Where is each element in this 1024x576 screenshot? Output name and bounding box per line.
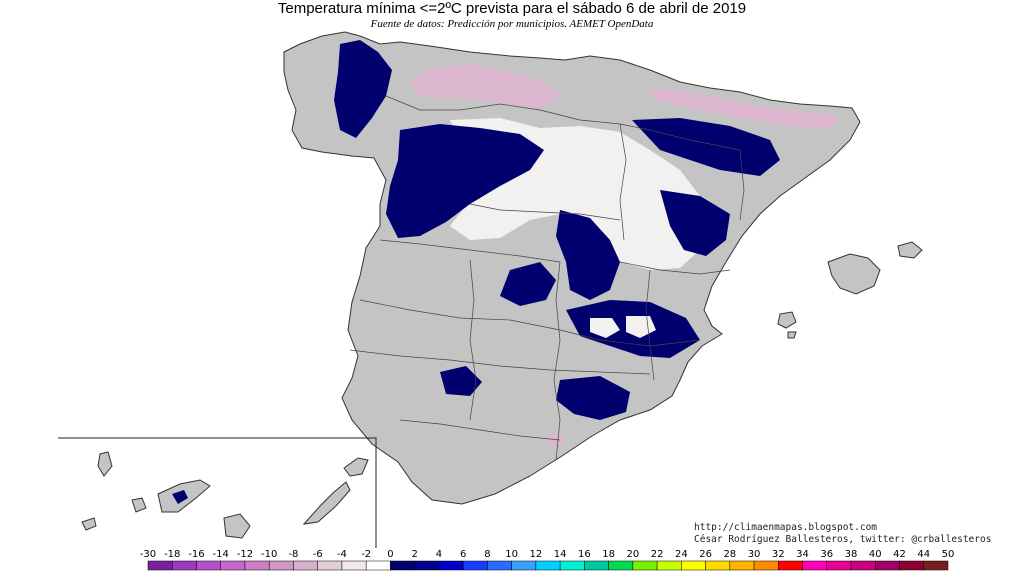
legend-tick-label: 18 bbox=[602, 549, 615, 560]
legend-tick-label: 22 bbox=[651, 549, 664, 560]
map-title: Temperatura mínima <=2ºC prevista para e… bbox=[277, 0, 747, 17]
legend-swatch bbox=[778, 560, 803, 571]
legend-tick-label: 38 bbox=[845, 549, 858, 560]
legend-tick-label: -18 bbox=[164, 549, 180, 560]
map-subtitle: Fuente de datos: Predicción por municipi… bbox=[370, 18, 654, 30]
legend-swatch bbox=[365, 560, 391, 571]
legend-swatch bbox=[535, 560, 561, 571]
legend-tick-label: 10 bbox=[505, 549, 518, 560]
cold-zone-castilla-leon bbox=[386, 124, 544, 238]
legend-tick-label: -6 bbox=[313, 549, 323, 560]
legend-swatch bbox=[632, 560, 658, 571]
legend-tick-label: 6 bbox=[460, 549, 466, 560]
legend-tick-label: 12 bbox=[530, 549, 543, 560]
legend-swatch bbox=[511, 560, 537, 571]
cold-zone-andalucia bbox=[556, 376, 630, 420]
legend-swatch bbox=[171, 560, 197, 571]
region-borders bbox=[349, 95, 745, 461]
legend-swatch bbox=[850, 560, 876, 571]
lanzarote bbox=[343, 457, 369, 477]
formentera bbox=[787, 331, 797, 339]
legend-swatch bbox=[487, 560, 512, 571]
legend-tick-label: 26 bbox=[699, 549, 712, 560]
legend-swatch bbox=[196, 560, 221, 571]
legend-swatch bbox=[608, 560, 634, 571]
legend-tick-label: 32 bbox=[772, 549, 785, 560]
credit-author: César Rodríguez Ballesteros, twitter: @c… bbox=[694, 534, 992, 545]
tenerife-teide bbox=[172, 490, 188, 504]
legend-swatch bbox=[438, 560, 464, 571]
legend-swatch bbox=[826, 560, 852, 571]
legend-swatch bbox=[729, 560, 755, 571]
legend-swatch bbox=[899, 560, 925, 571]
fuerteventura bbox=[302, 481, 351, 525]
ibiza bbox=[777, 311, 797, 329]
legend-swatch bbox=[584, 560, 609, 571]
legend-swatch bbox=[147, 560, 173, 571]
legend-swatch bbox=[317, 560, 343, 571]
cold-area-cuenca-core bbox=[590, 318, 620, 338]
cold-zone-toledo bbox=[500, 262, 556, 306]
legend-tick-label: 14 bbox=[554, 549, 567, 560]
legend-swatch bbox=[656, 560, 682, 571]
legend-tick-label: 40 bbox=[869, 549, 882, 560]
legend-tick-label: -30 bbox=[140, 549, 156, 560]
legend-tick-label: -16 bbox=[188, 549, 204, 560]
legend-swatch bbox=[923, 560, 949, 571]
legend-tick-label: 0 bbox=[387, 549, 393, 560]
legend-tick-label: 44 bbox=[917, 549, 930, 560]
gran-canaria bbox=[223, 513, 251, 539]
cold-zone-sierra bbox=[440, 366, 482, 396]
legend-swatch bbox=[802, 560, 828, 571]
legend-swatch bbox=[875, 560, 900, 571]
legend-swatch bbox=[390, 560, 415, 571]
la-palma bbox=[97, 451, 113, 477]
cold-area-cantabria bbox=[410, 64, 560, 110]
mallorca bbox=[827, 253, 881, 295]
cold-area-pyrenees bbox=[650, 88, 840, 128]
legend-tick-label: 42 bbox=[893, 549, 906, 560]
legend-swatch bbox=[293, 560, 318, 571]
legend-tick-label: -8 bbox=[288, 549, 298, 560]
cold-zone-iberico bbox=[660, 190, 730, 256]
legend-tick-label: -2 bbox=[361, 549, 371, 560]
legend-swatch bbox=[705, 560, 731, 571]
el-hierro bbox=[81, 517, 97, 531]
legend-tick-label: 20 bbox=[626, 549, 639, 560]
legend-swatch bbox=[462, 560, 488, 571]
legend-tick-label: 2 bbox=[411, 549, 417, 560]
legend-tick-label: 30 bbox=[748, 549, 761, 560]
legend-swatch bbox=[341, 560, 367, 571]
menorca bbox=[897, 241, 923, 259]
cold-zone-galicia bbox=[334, 40, 392, 138]
legend-swatch bbox=[220, 560, 246, 571]
legend-swatch bbox=[414, 560, 440, 571]
legend-swatch bbox=[244, 560, 270, 571]
legend-tick-label: -12 bbox=[237, 549, 253, 560]
la-gomera bbox=[131, 497, 147, 513]
legend-tick-label: 28 bbox=[723, 549, 736, 560]
legend-swatch bbox=[268, 560, 294, 571]
legend-swatch bbox=[753, 560, 779, 571]
cold-zone-central bbox=[556, 210, 620, 300]
cold-area-granada bbox=[544, 434, 566, 448]
legend-tick-label: 36 bbox=[820, 549, 833, 560]
legend-tick-label: 50 bbox=[942, 549, 955, 560]
legend-tick-label: 24 bbox=[675, 549, 688, 560]
credit-url: http://climaenmapas.blogspot.com bbox=[694, 522, 878, 533]
cold-zone-ebro bbox=[632, 118, 780, 176]
canary-inset-frame bbox=[58, 437, 377, 548]
legend-tick-label: -10 bbox=[261, 549, 277, 560]
legend-tick-label: 4 bbox=[436, 549, 442, 560]
legend-tick-label: -14 bbox=[213, 549, 229, 560]
legend-swatch bbox=[681, 560, 706, 571]
legend-swatch bbox=[559, 560, 585, 571]
legend-tick-label: 34 bbox=[796, 549, 809, 560]
legend-tick-label: -4 bbox=[337, 549, 347, 560]
legend-tick-label: 8 bbox=[484, 549, 490, 560]
legend-tick-label: 16 bbox=[578, 549, 591, 560]
